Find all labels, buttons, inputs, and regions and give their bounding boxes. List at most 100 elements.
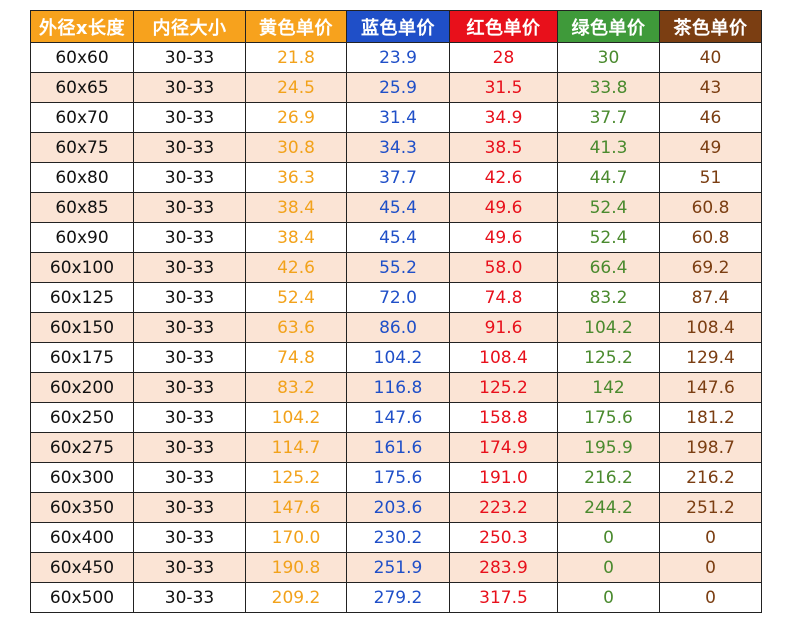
cell-yellow-price: 147.6 [245, 492, 347, 523]
cell-yellow-price: 36.3 [245, 162, 347, 193]
cell-inner-diameter: 30-33 [133, 162, 246, 193]
cell-blue-price: 37.7 [346, 162, 450, 193]
cell-yellow-price: 38.4 [245, 192, 347, 223]
cell-green-price: 195.9 [557, 432, 660, 463]
cell-blue-price: 31.4 [346, 102, 450, 133]
cell-size: 60x175 [30, 342, 134, 373]
cell-yellow-price: 125.2 [245, 462, 347, 493]
cell-brown-price: 198.7 [659, 432, 762, 463]
table-row: 60x70 30-33 26.9 31.4 34.9 37.7 46 [30, 102, 762, 133]
cell-inner-diameter: 30-33 [133, 522, 246, 553]
cell-blue-price: 23.9 [346, 42, 450, 73]
cell-blue-price: 45.4 [346, 192, 450, 223]
cell-yellow-price: 30.8 [245, 132, 347, 163]
price-table: 外径x长度 内径大小 黄色单价 蓝色单价 红色单价 绿色单价 茶色单价 60x6… [30, 10, 762, 613]
cell-red-price: 108.4 [449, 342, 558, 373]
cell-inner-diameter: 30-33 [133, 42, 246, 73]
cell-red-price: 223.2 [449, 492, 558, 523]
cell-red-price: 158.8 [449, 402, 558, 433]
cell-blue-price: 230.2 [346, 522, 450, 553]
cell-size: 60x90 [30, 222, 134, 253]
cell-red-price: 28 [449, 42, 558, 73]
cell-blue-price: 116.8 [346, 372, 450, 403]
cell-red-price: 283.9 [449, 552, 558, 583]
cell-inner-diameter: 30-33 [133, 372, 246, 403]
cell-size: 60x100 [30, 252, 134, 283]
cell-yellow-price: 24.5 [245, 72, 347, 103]
cell-blue-price: 175.6 [346, 462, 450, 493]
cell-inner-diameter: 30-33 [133, 192, 246, 223]
table-row: 60x450 30-33 190.8 251.9 283.9 0 0 [30, 552, 762, 583]
table-row: 60x175 30-33 74.8 104.2 108.4 125.2 129.4 [30, 342, 762, 373]
header-green-price: 绿色单价 [557, 10, 660, 43]
cell-green-price: 83.2 [557, 282, 660, 313]
cell-size: 60x125 [30, 282, 134, 313]
cell-size: 60x150 [30, 312, 134, 343]
cell-brown-price: 60.8 [659, 192, 762, 223]
cell-green-price: 44.7 [557, 162, 660, 193]
cell-blue-price: 55.2 [346, 252, 450, 283]
cell-brown-price: 43 [659, 72, 762, 103]
cell-green-price: 0 [557, 582, 660, 613]
cell-brown-price: 251.2 [659, 492, 762, 523]
cell-inner-diameter: 30-33 [133, 342, 246, 373]
cell-green-price: 244.2 [557, 492, 660, 523]
cell-inner-diameter: 30-33 [133, 102, 246, 133]
table-row: 60x60 30-33 21.8 23.9 28 30 40 [30, 42, 762, 73]
cell-yellow-price: 26.9 [245, 102, 347, 133]
header-brown-price: 茶色单价 [659, 10, 762, 43]
cell-blue-price: 25.9 [346, 72, 450, 103]
cell-blue-price: 34.3 [346, 132, 450, 163]
cell-red-price: 31.5 [449, 72, 558, 103]
cell-blue-price: 161.6 [346, 432, 450, 463]
cell-green-price: 142 [557, 372, 660, 403]
cell-inner-diameter: 30-33 [133, 72, 246, 103]
cell-size: 60x60 [30, 42, 134, 73]
cell-inner-diameter: 30-33 [133, 552, 246, 583]
cell-yellow-price: 38.4 [245, 222, 347, 253]
cell-green-price: 175.6 [557, 402, 660, 433]
cell-size: 60x450 [30, 552, 134, 583]
table-row: 60x100 30-33 42.6 55.2 58.0 66.4 69.2 [30, 252, 762, 283]
cell-size: 60x250 [30, 402, 134, 433]
cell-inner-diameter: 30-33 [133, 432, 246, 463]
header-row: 外径x长度 内径大小 黄色单价 蓝色单价 红色单价 绿色单价 茶色单价 [30, 10, 762, 43]
cell-blue-price: 45.4 [346, 222, 450, 253]
cell-yellow-price: 83.2 [245, 372, 347, 403]
cell-green-price: 66.4 [557, 252, 660, 283]
cell-yellow-price: 190.8 [245, 552, 347, 583]
cell-red-price: 91.6 [449, 312, 558, 343]
cell-inner-diameter: 30-33 [133, 282, 246, 313]
cell-red-price: 317.5 [449, 582, 558, 613]
cell-brown-price: 181.2 [659, 402, 762, 433]
cell-yellow-price: 170.0 [245, 522, 347, 553]
table-row: 60x65 30-33 24.5 25.9 31.5 33.8 43 [30, 72, 762, 103]
cell-brown-price: 0 [659, 552, 762, 583]
table-row: 60x200 30-33 83.2 116.8 125.2 142 147.6 [30, 372, 762, 403]
cell-yellow-price: 114.7 [245, 432, 347, 463]
table-row: 60x400 30-33 170.0 230.2 250.3 0 0 [30, 522, 762, 553]
cell-yellow-price: 209.2 [245, 582, 347, 613]
table-body: 60x60 30-33 21.8 23.9 28 30 40 60x65 30-33 24.5 25… [30, 42, 762, 613]
cell-red-price: 34.9 [449, 102, 558, 133]
cell-size: 60x275 [30, 432, 134, 463]
cell-inner-diameter: 30-33 [133, 312, 246, 343]
cell-brown-price: 147.6 [659, 372, 762, 403]
cell-green-price: 125.2 [557, 342, 660, 373]
cell-green-price: 37.7 [557, 102, 660, 133]
table-row: 60x500 30-33 209.2 279.2 317.5 0 0 [30, 582, 762, 613]
cell-red-price: 250.3 [449, 522, 558, 553]
cell-inner-diameter: 30-33 [133, 402, 246, 433]
table-row: 60x150 30-33 63.6 86.0 91.6 104.2 108.4 [30, 312, 762, 343]
table-row: 60x75 30-33 30.8 34.3 38.5 41.3 49 [30, 132, 762, 163]
cell-green-price: 52.4 [557, 192, 660, 223]
table-row: 60x80 30-33 36.3 37.7 42.6 44.7 51 [30, 162, 762, 193]
cell-yellow-price: 104.2 [245, 402, 347, 433]
cell-brown-price: 0 [659, 582, 762, 613]
cell-brown-price: 49 [659, 132, 762, 163]
cell-brown-price: 108.4 [659, 312, 762, 343]
cell-size: 60x80 [30, 162, 134, 193]
cell-green-price: 30 [557, 42, 660, 73]
table-row: 60x350 30-33 147.6 203.6 223.2 244.2 251.2 [30, 492, 762, 523]
cell-brown-price: 40 [659, 42, 762, 73]
